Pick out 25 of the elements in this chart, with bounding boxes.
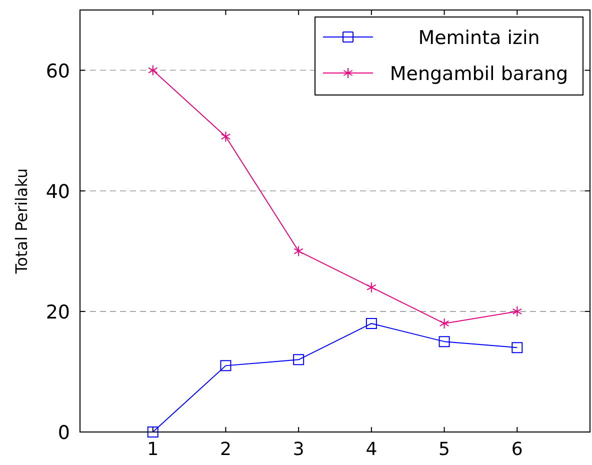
point: [294, 246, 304, 257]
legend-label: Mengambil barang: [390, 63, 568, 85]
point: [148, 64, 158, 76]
x-tick-label: 5: [438, 439, 450, 460]
point: [366, 318, 377, 329]
point: [366, 282, 376, 293]
point: [438, 336, 450, 348]
x-tick-label: 1: [147, 439, 159, 460]
point: [147, 426, 158, 438]
x-tick-label: 3: [292, 439, 304, 460]
y-tick-label: 20: [46, 301, 70, 324]
point: [439, 318, 450, 329]
x-tick-label: 2: [220, 439, 232, 460]
y-axis-title: Total Perilaku: [12, 168, 31, 275]
point: [220, 131, 231, 142]
x-tick-label: 4: [366, 439, 378, 460]
point: [293, 354, 304, 366]
point: [512, 342, 523, 354]
point: [512, 306, 522, 317]
point: [220, 360, 232, 372]
y-tick-label: 40: [46, 180, 70, 203]
y-tick-label: 60: [46, 60, 70, 82]
x-tick-label: 6: [511, 439, 523, 460]
legend-label: Meminta izin: [418, 27, 540, 49]
y-tick-label: 0: [58, 422, 70, 444]
